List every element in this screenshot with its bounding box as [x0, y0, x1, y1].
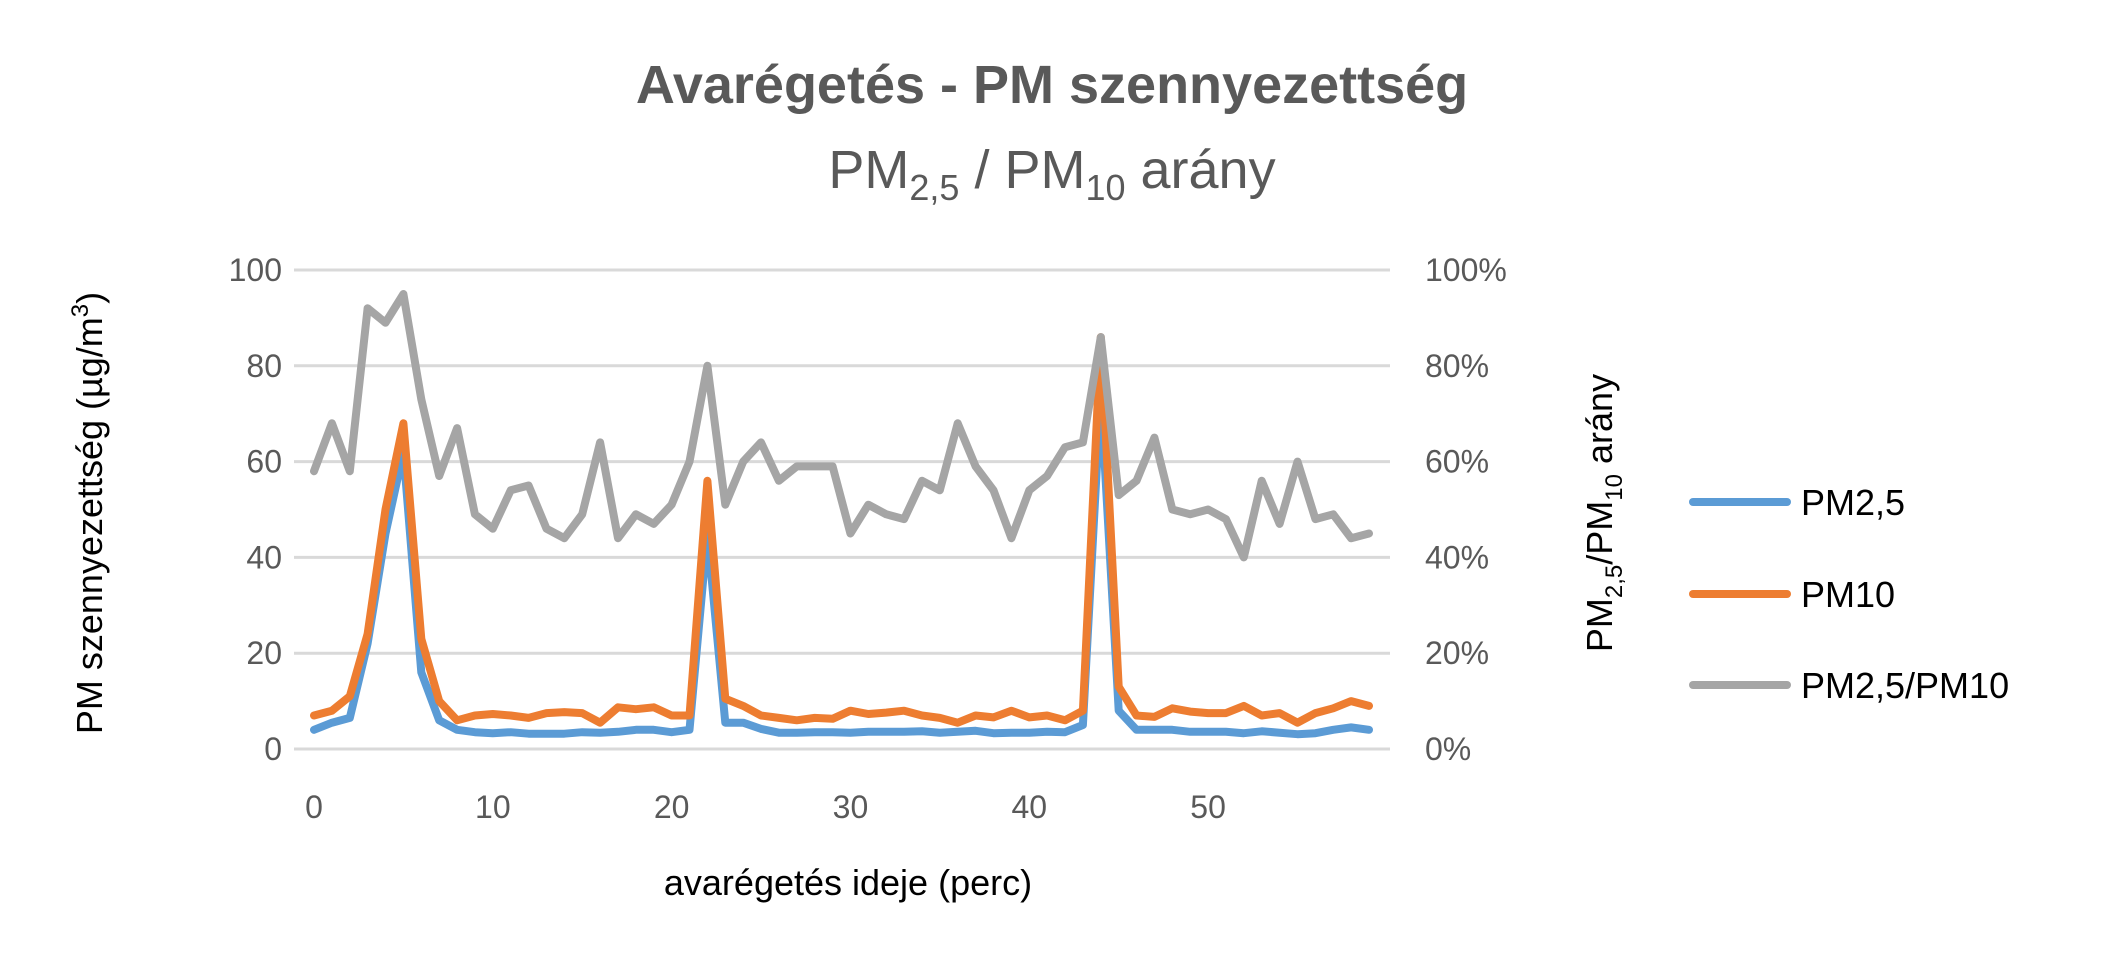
y2-tick-label: 60%: [1425, 444, 1489, 480]
gridlines: [294, 268, 1390, 751]
y-axis-label: PM szennyezettség (µg/m3): [67, 292, 110, 734]
x-tick-label: 0: [305, 789, 323, 825]
series-line-pm10: [310, 333, 1373, 727]
legend: PM2,5 PM10 PM2,5/PM10: [1689, 482, 2009, 706]
y-tick-label: 60: [246, 444, 282, 480]
x-axis-label: avarégetés ideje (perc): [664, 862, 1032, 903]
y-tick-label: 20: [246, 635, 282, 671]
x-tick-label: 10: [475, 789, 511, 825]
chart-subtitle: PM2,5 / PM10 arány: [828, 140, 1275, 208]
legend-label: PM2,5/PM10: [1801, 665, 2009, 706]
y-tick-label: 0: [264, 731, 282, 767]
y-tick-label: 100: [229, 252, 282, 288]
y2-axis-label: PM2,5/PM10 arány: [1579, 374, 1628, 652]
chart-title: Avarégetés - PM szennyezettség: [636, 55, 1468, 115]
series-line-pm2-5-pm10: [310, 290, 1373, 562]
legend-label: PM10: [1801, 574, 1895, 615]
x-axis-ticks: 0 10 20 30 40 50: [305, 789, 1226, 825]
legend-item: PM10: [1689, 574, 1895, 615]
x-tick-label: 30: [833, 789, 869, 825]
y-tick-label: 80: [246, 348, 282, 384]
y2-tick-label: 40%: [1425, 539, 1489, 575]
x-tick-label: 50: [1190, 789, 1226, 825]
series-line-pm2-5: [310, 390, 1373, 739]
x-tick-label: 20: [654, 789, 690, 825]
legend-label: PM2,5: [1801, 482, 1905, 523]
y2-tick-label: 100%: [1425, 252, 1507, 288]
y-axis-ticks: 0 20 40 60 80 100: [229, 252, 282, 767]
legend-item: PM2,5: [1689, 482, 1905, 523]
series-lines: [310, 290, 1373, 739]
y2-tick-label: 0%: [1425, 731, 1471, 767]
y2-tick-label: 20%: [1425, 635, 1489, 671]
x-tick-label: 40: [1011, 789, 1047, 825]
y-tick-label: 40: [246, 539, 282, 575]
y2-tick-label: 80%: [1425, 348, 1489, 384]
y2-axis-ticks: 0% 20% 40% 60% 80% 100%: [1425, 252, 1507, 767]
legend-item: PM2,5/PM10: [1689, 665, 2009, 706]
